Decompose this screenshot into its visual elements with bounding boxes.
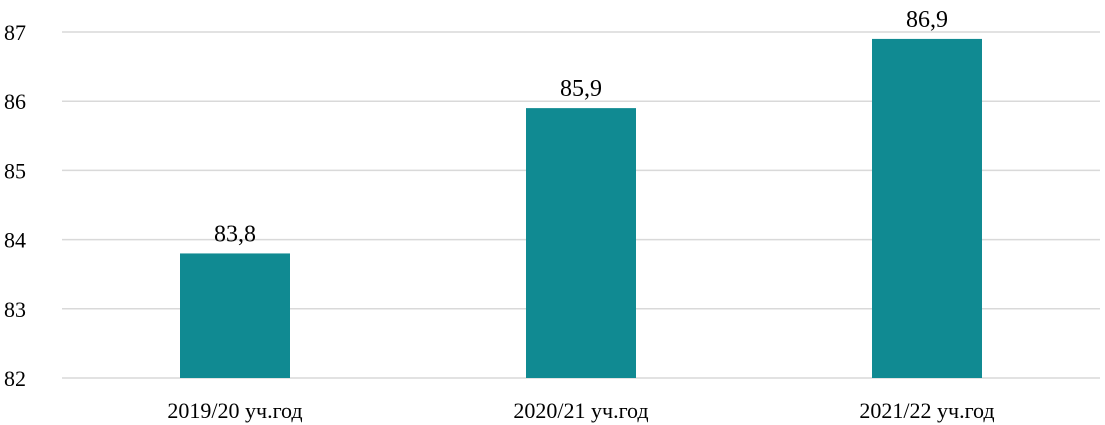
- y-tick-label: 84: [4, 228, 26, 253]
- y-tick-label: 85: [4, 158, 26, 183]
- data-labels: 83,8 85,9 86,9: [214, 7, 948, 248]
- bar-1: [180, 253, 290, 378]
- data-label-2: 85,9: [560, 76, 602, 102]
- y-tick-label: 83: [4, 297, 26, 322]
- bars: [180, 38, 982, 379]
- bar-2: [526, 108, 636, 379]
- y-tick-label: 87: [4, 20, 26, 45]
- y-tick-label: 86: [4, 89, 26, 114]
- x-axis-category-labels: 2019/20 уч.год 2020/21 уч.год 2021/22 уч.г…: [167, 398, 994, 423]
- y-axis-tick-labels: 82 83 84 85 86 87: [4, 20, 26, 391]
- y-tick-label: 82: [4, 366, 26, 391]
- data-label-1: 83,8: [214, 221, 256, 247]
- category-label-3: 2021/22 уч.год: [859, 398, 994, 423]
- category-label-1: 2019/20 уч.год: [167, 398, 302, 423]
- category-label-2: 2020/21 уч.год: [513, 398, 648, 423]
- bar-3: [872, 38, 982, 379]
- data-label-3: 86,9: [906, 7, 948, 33]
